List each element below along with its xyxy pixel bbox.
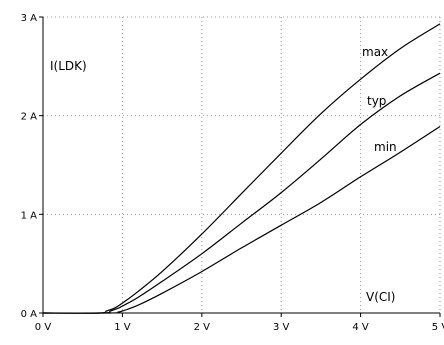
y-tick-label: 3 A: [21, 13, 38, 24]
x-tick-label: 3 V: [273, 322, 290, 333]
x-tick-label: 2 V: [194, 322, 211, 333]
tick-labels: 0 V 1 V 2 V 3 V 4 V 5 V 0 A 1 A 2 A 3 A: [21, 13, 444, 333]
x-tick-label: 4 V: [352, 322, 369, 333]
x-tick-label: 0 V: [35, 322, 52, 333]
series-labels: max typ min: [362, 45, 397, 154]
series-line-max: [42, 23, 441, 314]
y-tick-label: 0 A: [21, 309, 38, 320]
x-quantity-label: V(CI): [366, 290, 396, 304]
series-lines: [42, 23, 441, 314]
y-tick-label: 2 A: [21, 112, 38, 123]
x-tick-label: 1 V: [114, 322, 131, 333]
y-quantity-label: I(LDK): [50, 59, 87, 73]
series-label-typ: typ: [367, 94, 386, 108]
y-tick-label: 1 A: [21, 210, 38, 221]
x-tick-label: 5 V: [432, 322, 444, 333]
series-label-min: min: [374, 140, 397, 154]
series-line-typ: [42, 72, 441, 314]
grid: [43, 16, 441, 313]
series-label-max: max: [362, 45, 388, 59]
axes: [39, 16, 441, 317]
series-line-min: [42, 125, 441, 314]
